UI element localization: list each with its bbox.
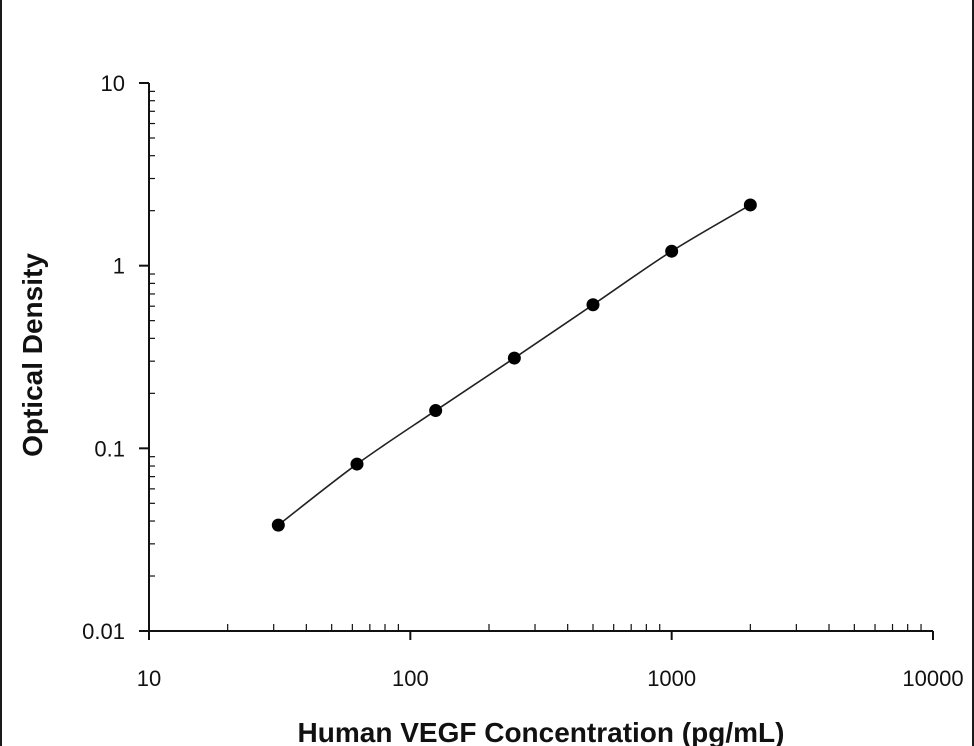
y-tick-label: 0.01 [82, 619, 125, 644]
axes [148, 83, 933, 632]
data-point [429, 404, 443, 418]
x-tick-label: 10000 [902, 666, 963, 691]
data-point [586, 298, 600, 312]
data-point [743, 198, 757, 212]
y-axis-title: Optical Density [17, 253, 48, 457]
major-ticks [139, 82, 934, 640]
data-point [665, 244, 679, 258]
data-point [350, 457, 364, 471]
tick-labels: 10 100 1000 10000 0.01 0.1 1 10 [82, 71, 963, 691]
y-tick-label: 10 [101, 71, 125, 96]
x-tick-label: 100 [392, 666, 429, 691]
x-axis-title: Human VEGF Concentration (pg/mL) [298, 717, 785, 746]
minor-ticks [149, 90, 922, 631]
data-point [271, 518, 285, 532]
y-tick-label: 0.1 [94, 436, 125, 461]
fit-curve [277, 204, 751, 526]
y-tick-label: 1 [113, 254, 125, 279]
x-tick-label: 10 [137, 666, 161, 691]
data-point [507, 351, 521, 365]
x-tick-label: 1000 [647, 666, 696, 691]
data-points [271, 198, 757, 532]
